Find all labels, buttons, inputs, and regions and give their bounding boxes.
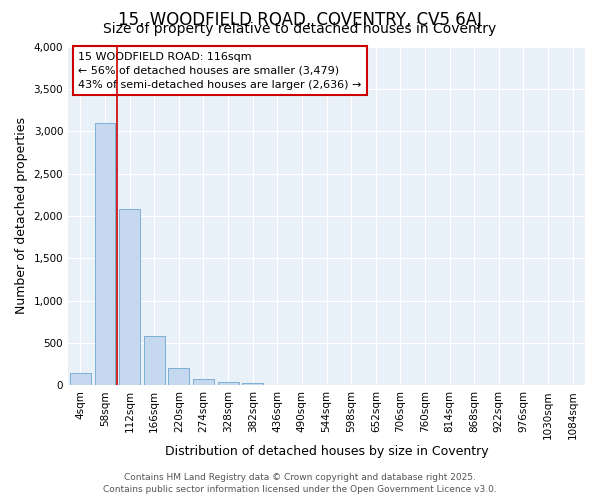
X-axis label: Distribution of detached houses by size in Coventry: Distribution of detached houses by size … (165, 444, 488, 458)
Y-axis label: Number of detached properties: Number of detached properties (15, 118, 28, 314)
Bar (218, 382, 239, 386)
Bar (193, 378, 214, 386)
Bar (95, 123, 115, 386)
Bar (267, 384, 288, 386)
Bar (292, 384, 313, 386)
Text: 15 WOODFIELD ROAD: 116sqm
← 56% of detached houses are smaller (3,479)
43% of se: 15 WOODFIELD ROAD: 116sqm ← 56% of detac… (79, 52, 362, 90)
Bar (119, 209, 140, 386)
Text: Contains HM Land Registry data © Crown copyright and database right 2025.
Contai: Contains HM Land Registry data © Crown c… (103, 473, 497, 494)
Bar (144, 336, 164, 386)
Text: 15, WOODFIELD ROAD, COVENTRY, CV5 6AJ: 15, WOODFIELD ROAD, COVENTRY, CV5 6AJ (118, 11, 482, 29)
Bar (242, 383, 263, 386)
Text: Size of property relative to detached houses in Coventry: Size of property relative to detached ho… (103, 22, 497, 36)
Bar (169, 368, 189, 386)
Bar (70, 372, 91, 386)
